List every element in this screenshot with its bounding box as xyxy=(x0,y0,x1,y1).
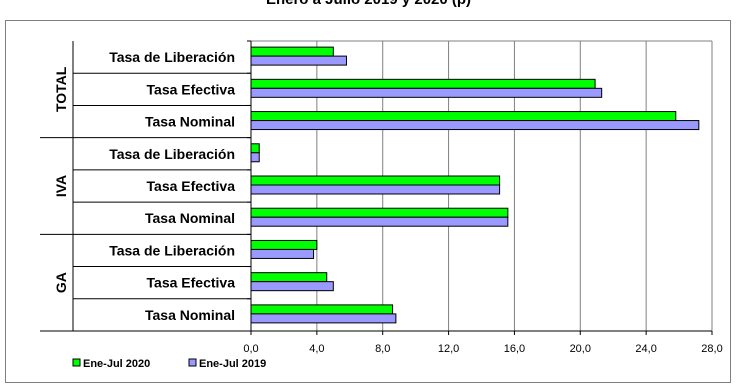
bar xyxy=(250,304,394,315)
x-tick-label: 8,0 xyxy=(375,343,390,355)
bar xyxy=(250,55,347,66)
bar xyxy=(250,207,509,218)
category-label: Tasa Nominal xyxy=(145,307,235,323)
bar xyxy=(250,143,260,154)
category-label: Tasa de Liberación xyxy=(109,49,235,65)
bars xyxy=(250,46,700,324)
x-tick-label: 12,0 xyxy=(438,343,459,355)
bar xyxy=(250,313,397,324)
category-label: Tasa Nominal xyxy=(145,210,235,226)
category-label: Tasa de Liberación xyxy=(109,242,235,258)
chart-title: Enero a Julio 2019 y 2020 (p) xyxy=(0,0,737,8)
bar xyxy=(250,248,315,259)
chart-frame xyxy=(5,20,731,383)
bar xyxy=(250,216,509,227)
bar xyxy=(250,46,334,57)
bar xyxy=(250,120,700,131)
bar xyxy=(250,152,260,163)
legend-swatch xyxy=(188,358,197,367)
x-tick-label: 4,0 xyxy=(309,343,324,355)
legend-label: Ene-Jul 2019 xyxy=(199,358,266,370)
group-label: IVA xyxy=(53,175,69,197)
bar xyxy=(250,272,328,283)
x-tick-label: 24,0 xyxy=(635,343,656,355)
bar xyxy=(250,239,318,250)
bar xyxy=(250,87,603,98)
group-label: TOTAL xyxy=(53,66,69,112)
category-labels: Tasa de Liberación Tasa Efectiva Tasa Nomi… xyxy=(109,49,235,323)
x-tick-label: 0,0 xyxy=(243,343,258,355)
bar xyxy=(250,175,501,186)
bar xyxy=(250,111,677,122)
category-label: Tasa Efectiva xyxy=(147,178,236,194)
x-tick-label: 28,0 xyxy=(701,343,722,355)
bar xyxy=(250,184,501,195)
group-label: GA xyxy=(53,272,69,293)
legend-swatch xyxy=(72,358,81,367)
category-label: Tasa Efectiva xyxy=(147,275,236,291)
axes xyxy=(40,40,713,335)
x-tick-labels: 0,0 4,0 8,0 12,0 16,0 20,0 24,0 28,0 xyxy=(243,343,722,355)
category-label: Tasa Nominal xyxy=(145,114,235,130)
bar xyxy=(250,78,596,89)
x-tick-label: 16,0 xyxy=(504,343,525,355)
legend-label: Ene-Jul 2020 xyxy=(83,358,150,370)
x-tick-label: 20,0 xyxy=(570,343,591,355)
bar xyxy=(250,281,334,292)
category-label: Tasa Efectiva xyxy=(147,81,236,97)
group-labels: TOTAL IVA GA xyxy=(53,66,69,293)
legend: Ene-Jul 2020 Ene-Jul 2019 xyxy=(72,358,266,370)
category-label: Tasa de Liberación xyxy=(109,146,235,162)
